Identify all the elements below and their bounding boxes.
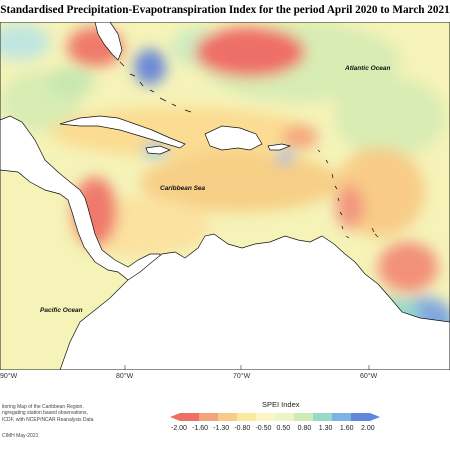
lon-ticks	[0, 365, 370, 370]
note-line: ICDF, with NCEP/NCAR Reanalysis Data	[2, 416, 94, 423]
legend-swatch	[256, 413, 276, 421]
legend-swatch	[237, 413, 257, 421]
lon-label-90w: 90°W	[0, 373, 18, 380]
caribbean-sea-label: Caribbean Sea	[160, 185, 206, 192]
legend-swatch	[199, 413, 219, 421]
legend-tick-label: 0.50	[276, 425, 291, 432]
landmass	[0, 22, 450, 370]
island-chain	[119, 61, 379, 239]
legend-colorbar	[170, 413, 380, 421]
lon-label-70w: 70°W	[233, 373, 251, 380]
spei-map: Atlantic Ocean Caribbean Sea Pacific Oce…	[0, 22, 450, 370]
legend-swatch	[275, 413, 295, 421]
legend-tick-label: 1.60	[339, 425, 354, 432]
lon-label-80w: 80°W	[116, 373, 134, 380]
legend-tick-label: 0.80	[297, 425, 312, 432]
map-notes: itoring Map of the Caribbean Region. ngr…	[2, 404, 112, 423]
note-line: ngregating station based observations,	[2, 410, 88, 417]
lon-label-60w: 60°W	[360, 373, 378, 380]
credit-text: CIMH May-2021	[2, 433, 39, 439]
atlantic-ocean-label: Atlantic Ocean	[344, 65, 391, 72]
pacific-ocean-label: Pacific Ocean	[40, 307, 83, 314]
legend-tick-label: 1.30	[318, 425, 333, 432]
legend-tick-label: -1.60	[192, 425, 209, 432]
legend-swatch	[313, 413, 333, 421]
legend-arrow-high	[370, 413, 380, 421]
legend-swatch	[218, 413, 238, 421]
legend-tick-label: -0.50	[255, 425, 272, 432]
legend-tick-label: -1.30	[213, 425, 230, 432]
legend-arrow-low	[170, 413, 180, 421]
legend-swatch	[180, 413, 200, 421]
legend-tick-label: -2.00	[171, 425, 187, 432]
legend-swatch	[351, 413, 371, 421]
legend-tick-label: -0.80	[234, 425, 251, 432]
legend-swatch	[332, 413, 352, 421]
legend-swatch	[294, 413, 314, 421]
map-title: Standardised Precipitation-Evapotranspir…	[0, 4, 450, 16]
note-line: itoring Map of the Caribbean Region.	[2, 404, 84, 410]
legend-title: SPEI Index	[262, 400, 300, 409]
legend-tick-label: 2.00	[361, 425, 375, 432]
